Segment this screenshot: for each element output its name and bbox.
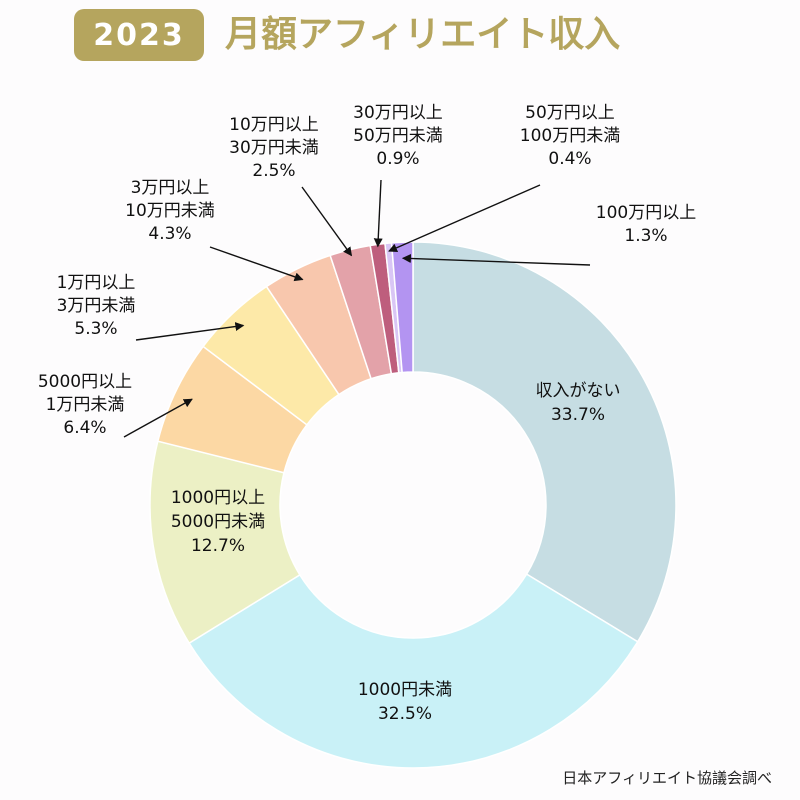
slice-label-8: 50万円以上 100万円未満 0.4% [520,103,620,169]
leader-arrow-8 [388,184,541,253]
chart-title: 月額アフィリエイト収入 [225,14,621,55]
slice-label-1: 1000円未満 32.5% [358,680,452,724]
slice-label-5: 3万円以上 10万円未満 4.3% [125,178,215,244]
slice-0 [412,241,677,643]
leader-arrow-6 [301,186,353,257]
leader-arrow-4 [135,322,245,341]
leader-arrow-9 [401,253,591,266]
slice-label-7: 30万円以上 50万円未満 0.9% [353,103,443,169]
leader-arrow-7 [373,179,383,248]
leader-arrow-3 [123,398,193,438]
year-badge: 2023 [74,9,204,61]
slice-label-4: 1万円以上 3万円未満 5.3% [57,273,136,339]
slice-label-9: 100万円以上 1.3% [596,203,696,246]
slice-1 [188,573,639,769]
slice-label-2: 1000円以上 5000円未満 12.7% [171,488,265,556]
slice-label-6: 10万円以上 30万円未満 2.5% [229,115,319,181]
slice-label-0: 収入がない 33.7% [536,381,621,425]
source-note: 日本アフィリエイト協議会調べ [562,769,772,787]
leader-arrow-5 [209,246,304,282]
slice-label-3: 5000円以上 1万円未満 6.4% [38,372,132,438]
slice-9 [390,241,414,374]
